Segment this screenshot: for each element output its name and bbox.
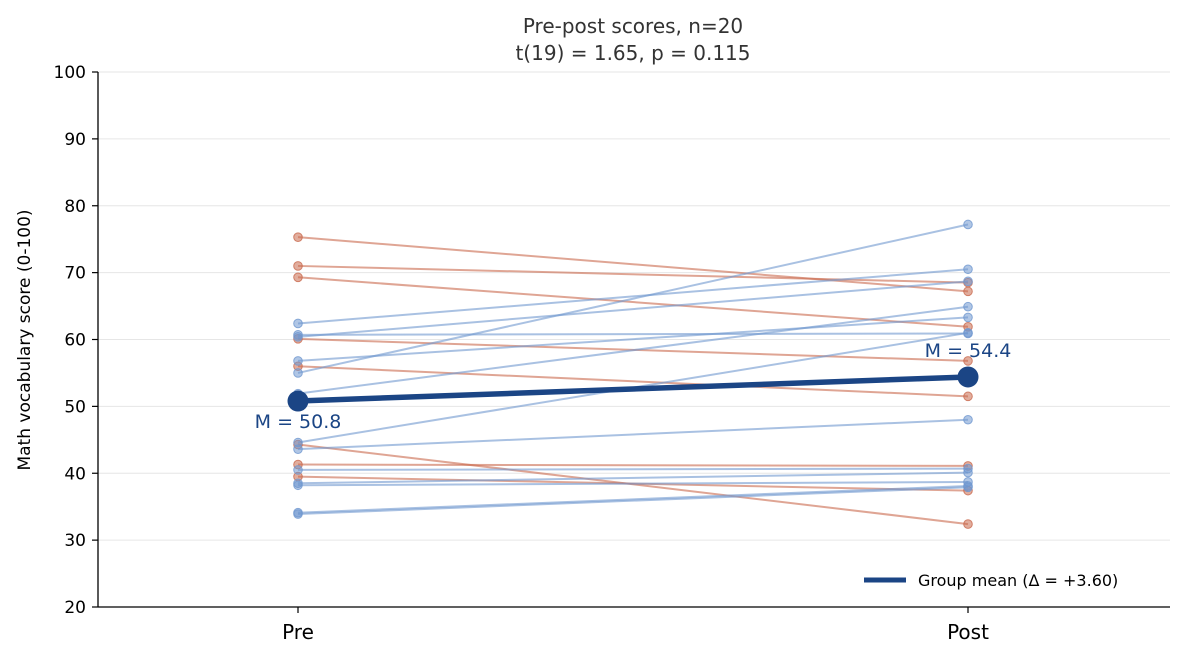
subject-line <box>297 484 969 514</box>
subject-point <box>963 414 973 425</box>
gridlines <box>98 71 1170 541</box>
y-axis-label: Math vocabulary score (0-100) <box>15 209 35 470</box>
subject-line <box>297 268 969 325</box>
subject-line <box>297 264 969 284</box>
subject-point <box>293 480 303 491</box>
subject-line <box>297 332 969 336</box>
subject-point <box>963 391 973 402</box>
subject-line <box>297 463 969 467</box>
subject-series <box>293 328 973 340</box>
chart-title-line2: t(19) = 1.65, p = 0.115 <box>515 41 750 65</box>
subject-point <box>293 272 303 283</box>
subject-series <box>293 232 973 297</box>
y-tick-label: 50 <box>64 397 86 417</box>
subject-series <box>293 312 973 366</box>
subject-line <box>297 280 969 338</box>
subject-point <box>963 286 973 297</box>
x-axis-categories: Pre Post <box>282 607 989 644</box>
y-tick-label: 70 <box>64 264 86 284</box>
subject-point <box>963 264 973 275</box>
y-axis-ticks: 20 30 40 50 60 70 80 90 100 <box>54 63 98 618</box>
subject-point <box>293 232 303 242</box>
y-tick-label: 100 <box>54 63 86 83</box>
subject-line <box>297 316 969 362</box>
subject-line <box>297 467 969 471</box>
legend-label: Group mean (Δ = +3.60) <box>918 571 1118 590</box>
mean-point <box>957 366 979 388</box>
subject-series <box>293 219 973 378</box>
y-tick-label: 20 <box>64 598 86 618</box>
subject-line <box>297 486 969 516</box>
subject-line <box>297 365 969 398</box>
subject-point <box>293 368 303 378</box>
x-category-label: Pre <box>282 620 314 644</box>
subject-point <box>293 261 303 271</box>
subject-line <box>297 471 969 485</box>
subject-point <box>293 318 303 329</box>
x-category-label: Post <box>947 620 989 644</box>
subject-series <box>293 276 973 342</box>
mean-label-post: M = 54.4 <box>925 340 1012 362</box>
subject-point <box>293 444 303 454</box>
subject-point <box>963 482 973 493</box>
subject-line <box>297 223 969 374</box>
y-tick-label: 40 <box>64 464 86 484</box>
mean-point <box>287 390 309 412</box>
y-tick-label: 30 <box>64 531 86 551</box>
y-tick-label: 80 <box>64 197 86 217</box>
y-tick-label: 90 <box>64 130 86 150</box>
subject-series <box>293 301 973 399</box>
legend: Group mean (Δ = +3.60) <box>864 571 1118 590</box>
subject-point <box>963 301 973 312</box>
subject-point <box>293 465 303 475</box>
subject-line <box>297 480 969 487</box>
subject-series <box>293 272 973 332</box>
chart-title-line1: Pre-post scores, n=20 <box>523 14 743 38</box>
subject-series <box>293 482 973 519</box>
subject-line <box>297 276 969 328</box>
subject-lines <box>293 219 973 529</box>
subject-point <box>963 219 973 230</box>
subject-line <box>297 418 969 451</box>
mean-label-pre: M = 50.8 <box>255 411 342 433</box>
subject-point <box>963 356 973 366</box>
subject-line <box>297 236 969 293</box>
subject-point <box>963 467 973 478</box>
subject-point <box>293 509 303 519</box>
subject-point <box>963 519 973 529</box>
subject-point <box>293 332 303 342</box>
subject-line <box>297 305 969 395</box>
group-mean <box>287 366 979 412</box>
subject-point <box>963 312 973 323</box>
y-tick-label: 60 <box>64 331 86 351</box>
mean-line <box>295 374 971 404</box>
subject-point <box>293 356 303 366</box>
subject-series <box>293 264 973 329</box>
subject-series <box>293 414 973 454</box>
subject-point <box>963 276 973 287</box>
subject-point <box>963 328 973 338</box>
